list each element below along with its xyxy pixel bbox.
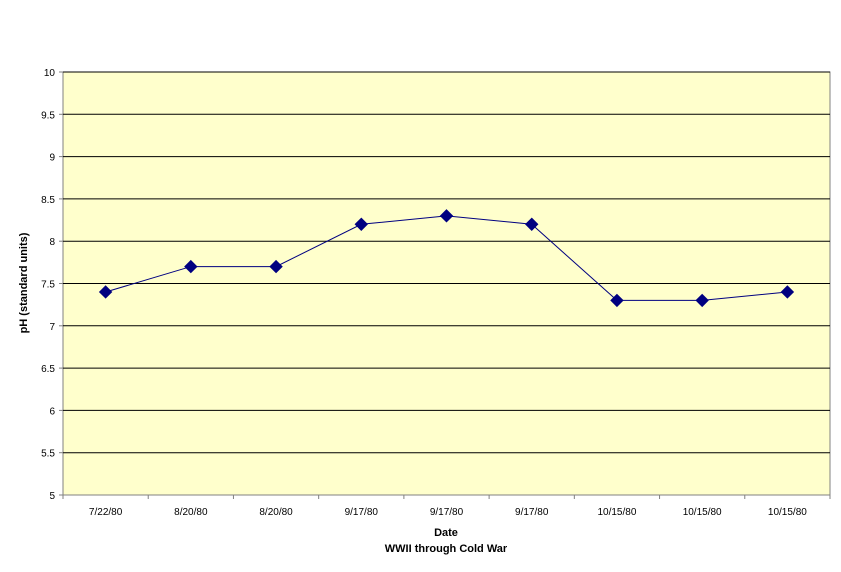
y-tick-label: 7.5 [41, 280, 55, 291]
data-point [98, 285, 113, 299]
x-tick-label: 10/15/80 [768, 507, 807, 518]
data-point [269, 259, 283, 274]
x-tick-label: 9/17/80 [515, 507, 549, 518]
y-tick-label: 9 [49, 153, 55, 164]
x-tick-label: 9/17/80 [430, 507, 464, 518]
y-axis-title: pH (standard units) [18, 232, 30, 333]
x-tick-label: 8/20/80 [259, 507, 293, 518]
x-axis-subtitle: WWII through Cold War [385, 543, 508, 555]
data-point [439, 209, 454, 223]
data-point [184, 259, 198, 274]
x-axis-title: Date [434, 527, 458, 539]
data-point [695, 293, 709, 308]
data-point [780, 285, 795, 299]
y-tick-label: 7 [49, 322, 55, 333]
y-tick-label: 8.5 [41, 195, 55, 206]
y-tick-label: 9.5 [41, 110, 55, 121]
x-tick-labels: 7/22/80 8/20/80 8/20/80 9/17/80 9/17/80 9/17/… [89, 507, 807, 518]
y-tick-label: 8 [49, 237, 55, 248]
gridlines [63, 71, 830, 454]
y-tick-label: 5.5 [41, 449, 55, 460]
y-tick-label: 6.5 [41, 364, 55, 375]
x-tick-label: 7/22/80 [89, 507, 123, 518]
x-tick-label: 8/20/80 [174, 507, 208, 518]
y-tick-label: 10 [44, 68, 56, 79]
y-tick-label: 6 [49, 406, 55, 417]
y-tick-labels: 5 5.5 6 6.5 7 7.5 8 8.5 9 9.5 10 [41, 68, 55, 502]
data-point [610, 293, 624, 308]
x-tick-label: 10/15/80 [597, 507, 636, 518]
data-point [525, 217, 539, 231]
series-group [98, 209, 795, 308]
x-tick-label: 10/15/80 [683, 507, 722, 518]
data-point [354, 217, 368, 231]
axes [59, 71, 831, 499]
x-tick-label: 9/17/80 [345, 507, 379, 518]
y-tick-label: 5 [49, 491, 55, 502]
